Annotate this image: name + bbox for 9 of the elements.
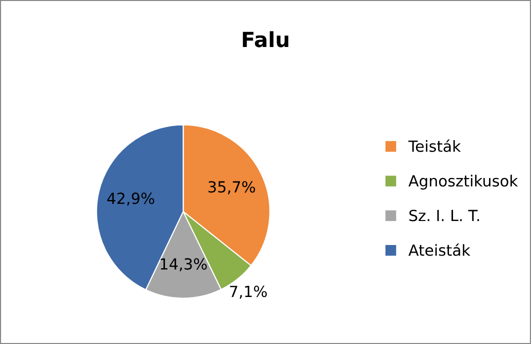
legend-label: Ateisták bbox=[408, 243, 470, 256]
legend-label: Sz. I. L. T. bbox=[409, 210, 479, 222]
data-label: 7,1% bbox=[230, 286, 267, 299]
data-label: 42,9% bbox=[107, 192, 154, 206]
legend-label: Teisták bbox=[408, 140, 461, 152]
data-label: 14,3% bbox=[160, 258, 207, 272]
legend-label: Agnosztikusok bbox=[408, 174, 518, 190]
data-label: 35,7% bbox=[208, 181, 256, 194]
chart-title: Falu bbox=[242, 31, 288, 48]
